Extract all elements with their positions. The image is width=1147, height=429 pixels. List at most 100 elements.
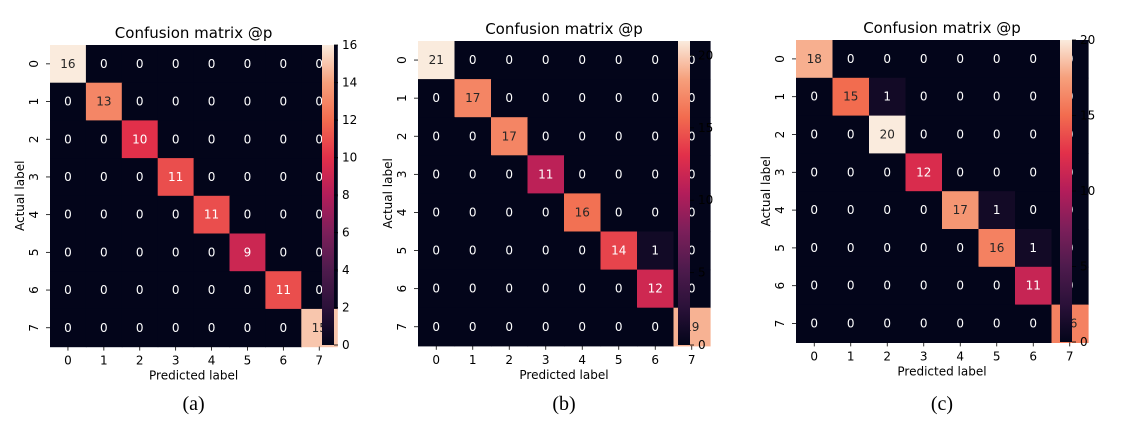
heatmap-cell [600, 117, 638, 156]
x-tick-label: 0 [810, 349, 818, 363]
heatmap-cell [564, 231, 602, 271]
x-tick-label: 1 [469, 353, 477, 367]
cell-value-label: 0 [920, 241, 928, 255]
cell-value-label: 0 [505, 320, 513, 334]
heatmap-cell [50, 308, 87, 348]
cell-value-label: 0 [810, 203, 818, 217]
cell-value-label: 0 [64, 208, 72, 222]
heatmap-cell [229, 158, 266, 197]
cell-value-label: 0 [64, 283, 72, 297]
heatmap-cell [978, 153, 1016, 192]
heatmap-cell [1015, 153, 1053, 192]
heatmap-cell [527, 41, 565, 80]
heatmap-cell [564, 155, 602, 194]
heatmap-cell [265, 233, 302, 272]
heatmap-cell [1015, 40, 1053, 79]
cell-value-label: 0 [651, 167, 659, 181]
cell-value-label: 0 [432, 205, 440, 219]
x-tick-label: 0 [432, 353, 440, 367]
heatmap-cell [1015, 115, 1053, 154]
cell-value-label: 0 [432, 167, 440, 181]
heatmap-cell [978, 304, 1016, 343]
cell-value-label: 0 [315, 57, 323, 71]
cell-value-label: 0 [615, 205, 623, 219]
heatmap-cell [418, 41, 456, 80]
heatmap-cell [85, 82, 123, 121]
x-tick-label: 6 [280, 354, 288, 368]
cell-value-label: 0 [956, 279, 964, 293]
cell-value-label: 0 [136, 245, 144, 259]
heatmap-cell [50, 158, 87, 197]
heatmap-cell [978, 40, 1016, 79]
heatmap-cell [265, 45, 302, 84]
heatmap-cell [832, 266, 870, 306]
heatmap-cell [600, 307, 638, 347]
cell-value-label: 0 [847, 279, 855, 293]
heatmap-cell [491, 269, 529, 309]
cell-value-label: 0 [1029, 165, 1037, 179]
heatmap-cell [265, 308, 302, 348]
cell-value-label: 0 [432, 320, 440, 334]
x-tick-label: 5 [993, 349, 1001, 363]
heatmap-cell [905, 266, 943, 306]
y-tick-label: 0 [773, 55, 787, 63]
heatmap-cell [491, 79, 529, 118]
heatmap-cell [978, 191, 1016, 230]
heatmap-cell [229, 120, 266, 159]
heatmap-cell [527, 269, 565, 309]
y-tick-label: 6 [395, 285, 409, 293]
heatmap-cell [832, 153, 870, 192]
colorbar-tick-label: 0 [342, 338, 350, 352]
cell-value-label: 1 [993, 203, 1001, 217]
cell-value-label: 0 [100, 132, 108, 146]
heatmap-cell [978, 77, 1016, 117]
cell-value-label: 0 [542, 91, 550, 105]
cell-value-label: 11 [538, 167, 553, 181]
y-tick-label: 6 [773, 282, 787, 290]
cell-value-label: 0 [505, 167, 513, 181]
cell-value-label: 0 [651, 129, 659, 143]
cell-value-label: 0 [469, 167, 477, 181]
cell-value-label: 0 [136, 321, 144, 335]
heatmap-cell [491, 307, 529, 347]
cell-value-label: 0 [883, 52, 891, 66]
heatmap-cell [796, 266, 834, 306]
x-axis-label: Predicted label [519, 368, 608, 382]
heatmap-cell [85, 271, 123, 310]
heatmap-cell [905, 40, 943, 79]
heatmap-cell [85, 308, 123, 348]
cell-value-label: 17 [465, 91, 480, 105]
heatmap-cell [637, 307, 675, 347]
cell-value-label: 0 [883, 241, 891, 255]
cell-value-label: 0 [469, 244, 477, 258]
heatmap-cell [418, 231, 456, 271]
heatmap-cell [157, 308, 195, 348]
cell-value-label: 0 [578, 53, 586, 67]
heatmap-cell [454, 117, 492, 156]
cell-value-label: 0 [136, 170, 144, 184]
cell-value-label: 0 [810, 165, 818, 179]
y-tick-label: 0 [395, 56, 409, 64]
y-axis-label: Actual label [759, 156, 773, 226]
heatmap-cell [50, 82, 87, 121]
x-tick-label: 4 [208, 354, 216, 368]
heatmap-cell [527, 193, 565, 233]
heatmap-cell [905, 191, 943, 230]
heatmap-cell [832, 304, 870, 343]
heatmap-cell [637, 193, 675, 233]
cell-value-label: 0 [810, 279, 818, 293]
y-tick-label: 2 [395, 132, 409, 140]
heatmap-cell [905, 77, 943, 117]
cell-value-label: 0 [542, 205, 550, 219]
heatmap-cell [600, 41, 638, 80]
heatmap-cell [869, 153, 907, 192]
heatmap-cell [1015, 304, 1053, 343]
heatmap-cell [193, 271, 231, 310]
heatmap-cell [418, 79, 456, 118]
cell-value-label: 0 [136, 208, 144, 222]
cell-value-label: 0 [615, 282, 623, 296]
heatmap-cell [869, 304, 907, 343]
heatmap-cell [637, 117, 675, 156]
heatmap-cell [454, 269, 492, 309]
heatmap-cell [50, 195, 87, 235]
